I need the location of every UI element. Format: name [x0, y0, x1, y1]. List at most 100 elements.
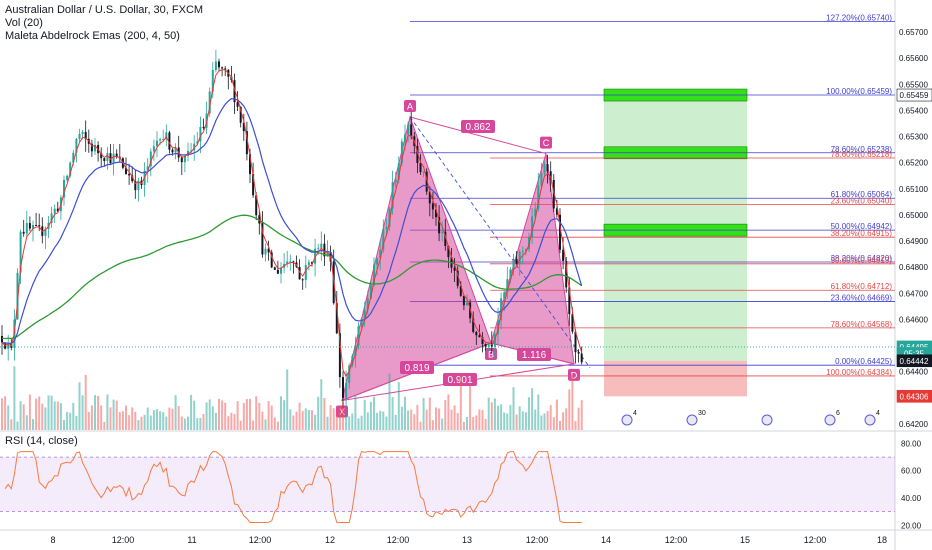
volume-bar [326, 416, 329, 430]
candle-body [410, 124, 413, 137]
candle-body [264, 248, 267, 255]
ema-200-line[interactable] [1, 214, 583, 340]
volume-bar [466, 417, 468, 430]
volume-bar [81, 395, 84, 430]
economic-event-icon[interactable]: 4 [864, 410, 880, 426]
volume-bar [447, 394, 450, 430]
volume-bar [140, 416, 143, 430]
candle-body [425, 171, 428, 192]
volume-bar [224, 402, 227, 430]
candle-body [109, 153, 112, 164]
candle-body [224, 68, 227, 70]
volume-bar [469, 385, 472, 430]
ema-4-line[interactable] [1, 69, 583, 378]
harmonic-triangle-bcd[interactable] [490, 153, 575, 365]
candle-body [515, 259, 518, 264]
candle-body [298, 266, 301, 280]
candle-body [441, 231, 444, 234]
candle-body [388, 208, 391, 227]
candle-body [103, 158, 106, 161]
volume-bar [280, 396, 282, 430]
candle-body [131, 175, 134, 182]
volume-bar [549, 405, 552, 430]
candle-body [345, 382, 348, 398]
price-axis-tick: 0.65600 [899, 54, 928, 63]
volume-bar [19, 401, 22, 430]
harmonic-ratio[interactable]: 1.116 [517, 348, 551, 361]
candle-body [419, 163, 422, 173]
candle-body [273, 267, 276, 270]
volume-bar [270, 405, 273, 430]
candle-body [366, 298, 369, 310]
ema-50-line[interactable] [1, 97, 583, 345]
volume-bar [59, 403, 62, 430]
economic-event-icon[interactable] [761, 414, 773, 426]
harmonic-ratio[interactable]: 0.862 [461, 120, 495, 133]
candle-body [574, 331, 577, 353]
candle-body [323, 243, 326, 257]
event-count: 30 [698, 410, 706, 417]
volume-bar [497, 405, 499, 430]
volume-bar [202, 414, 205, 430]
fib-level-label: 50.00%(0.64942) [831, 222, 893, 231]
volume-bar [565, 408, 568, 430]
economic-event-icon[interactable]: 6 [824, 410, 840, 426]
volume-bar [410, 409, 413, 430]
candle-body [75, 138, 78, 153]
volume-bar [211, 406, 214, 430]
rsi-legend: RSI (14, close) [5, 435, 78, 447]
volume-bar [13, 366, 16, 430]
candle-body [354, 345, 357, 357]
candle-body [376, 258, 379, 265]
candle-body [211, 69, 214, 92]
stop-zone[interactable] [604, 360, 747, 397]
candle-body [214, 61, 217, 70]
candle-body [50, 213, 53, 223]
economic-event-icon[interactable]: 30 [686, 410, 706, 426]
volume-bar [118, 412, 121, 430]
fib-level-label: 78.60%(0.64568) [831, 320, 893, 329]
candle-body [338, 333, 341, 378]
candle-body [497, 320, 499, 335]
volume-bar [87, 411, 90, 430]
volume-bar [196, 418, 199, 430]
candle-body [66, 175, 69, 180]
volume-bar [425, 409, 428, 430]
harmonic-point-c[interactable]: C [540, 136, 552, 149]
economic-event-icon[interactable]: 4 [621, 410, 637, 426]
volume-bar [100, 405, 103, 430]
volume-bar [360, 415, 363, 430]
candle-body [400, 141, 403, 164]
candle-body [261, 223, 264, 255]
fib-level-label: 78.60%(0.65218) [831, 150, 893, 159]
harmonic-point-label: C [543, 138, 550, 148]
candle-body [357, 326, 360, 346]
volume-bar [168, 407, 171, 430]
candle-body [32, 224, 34, 229]
volume-bar [329, 405, 332, 430]
harmonic-ratio[interactable]: 0.819 [400, 361, 434, 374]
harmonic-point-d[interactable]: D [568, 368, 580, 381]
candle-body [137, 180, 140, 191]
harmonic-point-a[interactable]: A [404, 99, 416, 112]
volume-bar [413, 414, 416, 430]
price-axis-tick: 0.64900 [899, 237, 928, 246]
volume-bar [242, 402, 245, 430]
candle-body [363, 309, 366, 319]
volume-bar [304, 408, 307, 430]
candle-body [524, 249, 527, 252]
volume-bar [332, 408, 335, 430]
candle-body [78, 134, 81, 139]
candle-body [404, 134, 406, 142]
fib-level-label: 100.00%(0.65459) [826, 87, 892, 96]
volume-bar [475, 415, 478, 430]
candle-body [199, 126, 202, 142]
candle-body [134, 181, 137, 191]
harmonic-point-b[interactable]: B [485, 348, 497, 360]
volume-bar [180, 416, 183, 430]
volume-bar [115, 400, 118, 430]
volume-bar [66, 412, 69, 430]
candle-body [292, 261, 295, 263]
rsi-line[interactable] [4, 451, 582, 523]
